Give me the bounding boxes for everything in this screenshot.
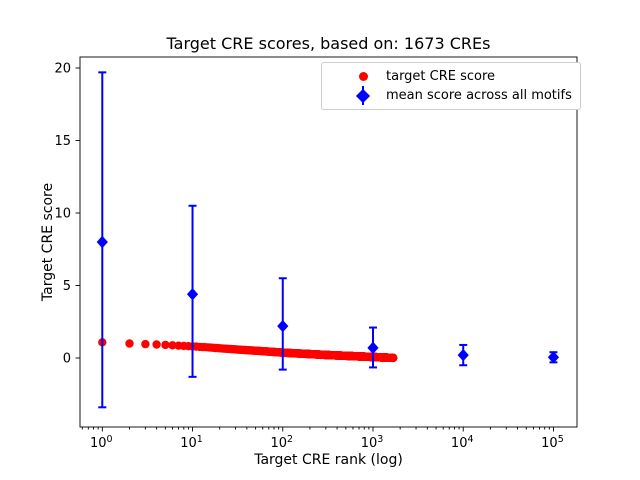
svg-text:105: 105: [541, 434, 564, 451]
svg-text:103: 103: [361, 434, 384, 451]
svg-text:104: 104: [451, 434, 474, 451]
svg-text:5: 5: [63, 279, 71, 294]
legend-label: target CRE score: [386, 68, 496, 84]
y-axis-label: Target CRE score: [40, 182, 56, 302]
svg-text:101: 101: [180, 434, 203, 451]
svg-text:100: 100: [90, 434, 113, 451]
legend-diamond-errorbar-marker-icon: [354, 86, 372, 105]
svg-text:10: 10: [54, 207, 71, 222]
x-axis-label: Target CRE rank (log): [254, 452, 403, 468]
x-minor-ticks: [81, 427, 550, 430]
y-tick-labels: 0 5 10 15 20: [54, 62, 80, 367]
legend-label: mean score across all motifs: [386, 87, 572, 103]
svg-text:0: 0: [63, 352, 71, 367]
x-tick-labels: 100 101 102 103 104 105: [90, 427, 564, 451]
legend: target CRE score mean score across all m…: [321, 62, 581, 110]
legend-circle-marker-icon: [354, 67, 372, 86]
svg-text:20: 20: [54, 62, 71, 77]
axes-frame: [79, 56, 578, 428]
svg-text:102: 102: [270, 434, 293, 451]
svg-text:15: 15: [54, 134, 71, 149]
red-dot-series: [98, 338, 398, 363]
legend-item-target-score: target CRE score: [322, 67, 572, 86]
blue-diamond-errorbar-series: [96, 71, 560, 409]
plot-title: Target CRE scores, based on: 1673 CREs: [166, 34, 491, 53]
legend-item-mean-score: mean score across all motifs: [322, 86, 572, 105]
